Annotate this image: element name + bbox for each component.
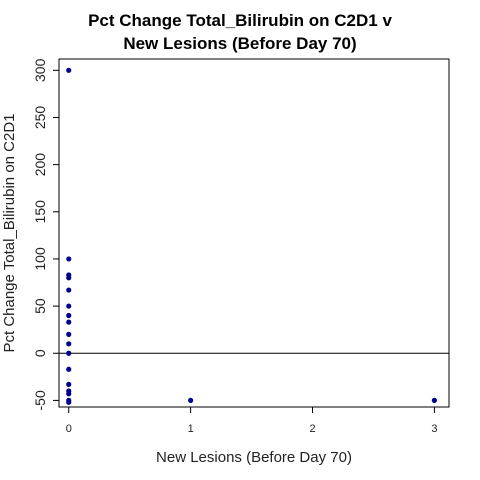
data-point xyxy=(431,397,437,403)
y-tick-label: 0 xyxy=(32,349,48,357)
data-point xyxy=(66,366,72,372)
chart-title-line-1: Pct Change Total_Bilirubin on C2D1 v xyxy=(88,11,392,30)
data-point xyxy=(188,397,194,403)
data-point xyxy=(66,303,72,309)
plot-area xyxy=(58,58,450,408)
data-point xyxy=(66,331,72,337)
x-tick-label: 2 xyxy=(309,423,315,435)
data-point xyxy=(66,319,72,325)
y-axis: -50 0 50 100 150 200 250 300 xyxy=(32,58,59,411)
data-point xyxy=(66,275,72,281)
data-point xyxy=(66,391,72,397)
y-tick-label: 50 xyxy=(32,298,48,314)
chart-title-line-2: New Lesions (Before Day 70) xyxy=(123,34,356,53)
data-point xyxy=(66,399,72,405)
y-axis-label: Pct Change Total_Bilirubin on C2D1 xyxy=(1,113,18,352)
y-tick-label: 250 xyxy=(32,106,48,130)
x-axis-label: New Lesions (Before Day 70) xyxy=(156,449,352,466)
x-axis: 0 1 2 3 xyxy=(66,407,437,435)
data-point xyxy=(66,287,72,293)
data-point xyxy=(66,256,72,262)
y-tick-label: 200 xyxy=(32,153,48,177)
x-tick-label: 3 xyxy=(431,423,437,435)
data-points xyxy=(66,67,437,405)
y-tick-label: 300 xyxy=(32,58,48,82)
data-point xyxy=(66,312,72,319)
y-tick-label: 150 xyxy=(32,200,48,224)
data-point xyxy=(66,67,72,73)
data-point xyxy=(66,350,72,356)
data-point xyxy=(66,381,72,387)
x-tick-label: 0 xyxy=(66,423,72,435)
y-tick-label: 100 xyxy=(32,247,48,271)
x-tick-label: 1 xyxy=(188,423,194,435)
y-tick-label: -50 xyxy=(32,390,48,410)
data-point xyxy=(66,341,72,347)
